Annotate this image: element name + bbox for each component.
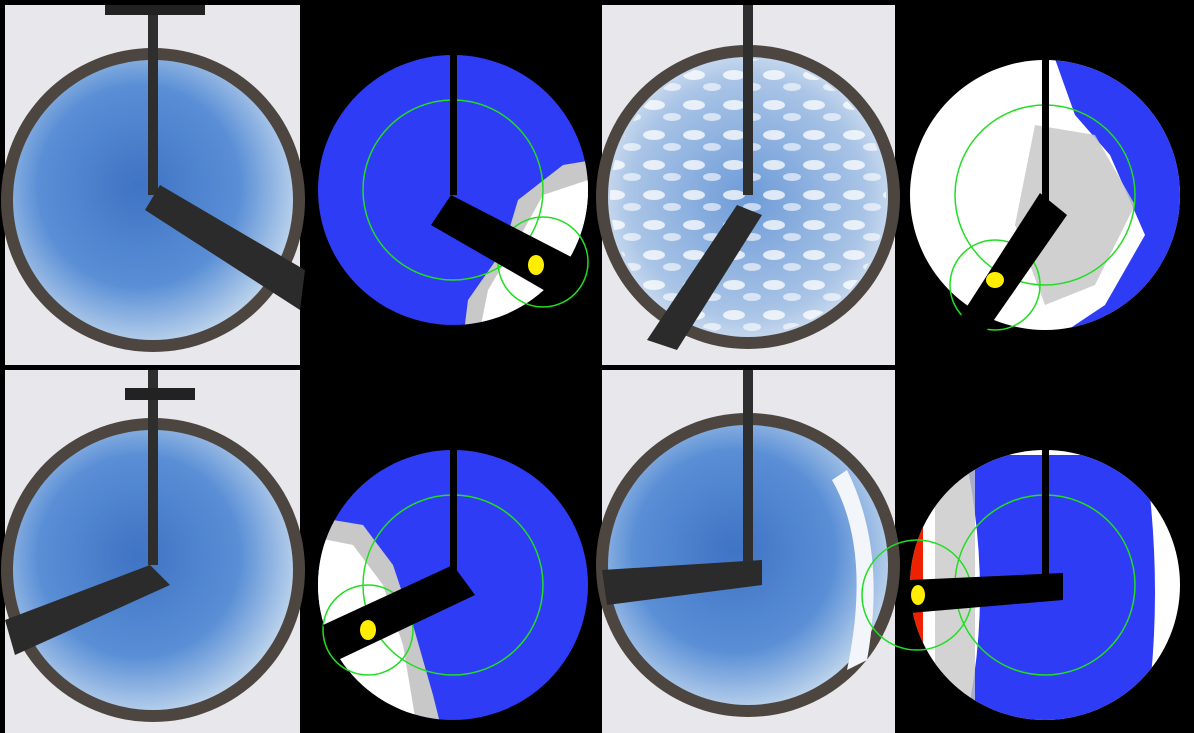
pole (148, 5, 158, 195)
sun (911, 585, 925, 605)
arm-mask (431, 195, 581, 300)
shadow-arm (5, 565, 170, 655)
mount (105, 5, 205, 15)
sun-circle (322, 584, 414, 676)
sun (986, 272, 1004, 288)
arm-mask (955, 193, 1067, 340)
pole (743, 370, 753, 565)
sky-photo (596, 5, 900, 365)
pole-mask (1042, 55, 1049, 200)
sun (360, 620, 376, 640)
segmentation (861, 450, 1180, 720)
pole-mask (1042, 450, 1049, 585)
shadow-arm (145, 185, 305, 310)
mount (125, 388, 195, 400)
clouds (610, 59, 886, 335)
shadow-arm (602, 560, 762, 605)
arm-mask (910, 573, 1063, 613)
pole-mask (450, 450, 457, 585)
pole (743, 5, 753, 195)
pole (148, 370, 158, 565)
segmentation (318, 50, 589, 325)
sky-photo (1, 370, 305, 733)
shadow-arm (647, 205, 762, 350)
pole-mask (450, 50, 457, 195)
cloud-band (832, 470, 874, 670)
sky-photo (1, 5, 305, 365)
sun (528, 255, 544, 275)
sun-circle (949, 239, 1041, 331)
arm-mask (323, 565, 475, 660)
sky-photo (596, 370, 900, 733)
